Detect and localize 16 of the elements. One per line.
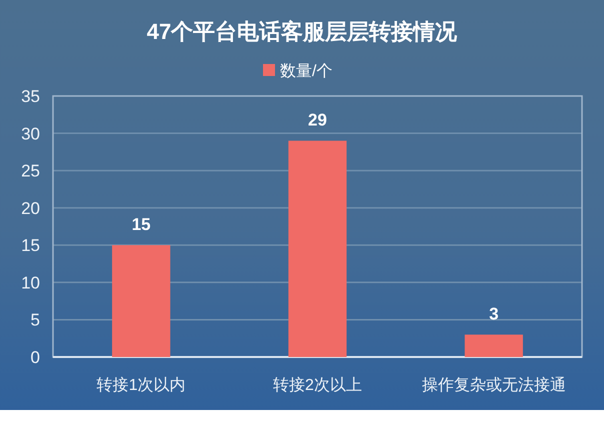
y-tick-label: 20 <box>21 198 40 218</box>
y-tick-label: 10 <box>21 273 40 292</box>
y-tick-label: 30 <box>21 124 40 144</box>
x-tick-label: 转接2次以上 <box>273 376 362 394</box>
x-tick-label: 转接1次以内 <box>96 376 186 394</box>
y-tick-label: 25 <box>21 162 40 181</box>
data-label: 3 <box>489 304 499 324</box>
data-label: 15 <box>132 215 151 234</box>
legend-label: 数量/个 <box>280 62 332 80</box>
y-tick-label: 35 <box>21 87 40 106</box>
chart-title: 47个平台电话客服层层转接情况 <box>146 19 458 44</box>
data-label: 29 <box>308 110 327 130</box>
y-tick-label: 0 <box>30 348 40 367</box>
y-tick-label: 15 <box>21 236 40 256</box>
x-tick-label: 操作复杂或无法接通 <box>422 376 566 394</box>
y-tick-label: 5 <box>30 310 40 330</box>
